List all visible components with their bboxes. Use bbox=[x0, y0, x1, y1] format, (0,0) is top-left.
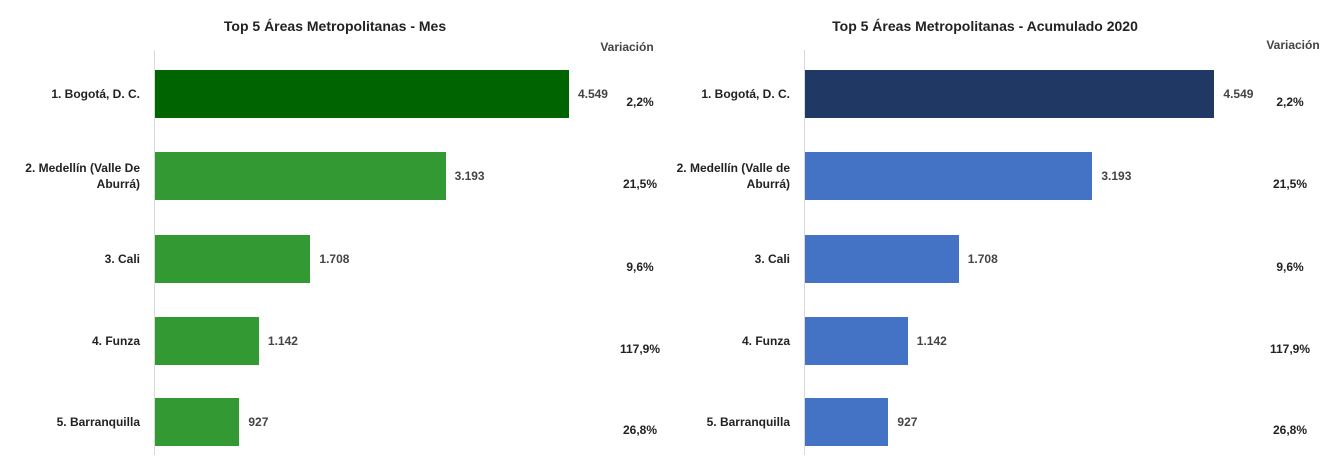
bar bbox=[805, 235, 959, 283]
value-label: 1.708 bbox=[967, 252, 998, 266]
variation-label: 9,6% bbox=[1276, 260, 1304, 274]
bar bbox=[805, 398, 889, 446]
bar bbox=[805, 152, 1093, 200]
category-label: 2. Medellín (Valle de Aburrá) bbox=[676, 161, 790, 191]
variation-header: Variación bbox=[1266, 38, 1320, 52]
category-label: 5. Barranquilla bbox=[56, 415, 140, 429]
variation-header: Variación bbox=[600, 40, 654, 54]
value-label: 927 bbox=[897, 415, 918, 429]
variation-label: 2,2% bbox=[626, 95, 654, 109]
value-label: 927 bbox=[248, 415, 269, 429]
category-label: 4. Funza bbox=[91, 334, 140, 348]
variation-label: 117,9% bbox=[619, 342, 661, 356]
value-label: 4.549 bbox=[577, 87, 608, 101]
value-label: 1.142 bbox=[916, 334, 947, 348]
bar bbox=[155, 317, 259, 365]
variation-label: 117,9% bbox=[1269, 342, 1311, 356]
bar bbox=[155, 235, 311, 283]
category-label: 2. Medellín (Valle De Aburrá) bbox=[25, 161, 140, 191]
bar bbox=[155, 70, 569, 118]
value-label: 4.549 bbox=[1223, 87, 1254, 101]
category-axis bbox=[154, 50, 155, 455]
variation-label: 26,8% bbox=[1272, 423, 1308, 437]
bar bbox=[805, 70, 1215, 118]
category-axis bbox=[804, 50, 805, 455]
category-label: 5. Barranquilla bbox=[706, 415, 790, 429]
variation-label: 21,5% bbox=[1272, 177, 1308, 191]
value-label: 3.193 bbox=[454, 169, 485, 183]
category-label: 1. Bogotá, D. C. bbox=[701, 87, 790, 101]
variation-label: 21,5% bbox=[622, 177, 658, 191]
value-label: 1.142 bbox=[267, 334, 298, 348]
variation-label: 9,6% bbox=[626, 260, 654, 274]
category-label: 1. Bogotá, D. C. bbox=[51, 87, 140, 101]
bar bbox=[805, 317, 908, 365]
variation-label: 2,2% bbox=[1276, 95, 1304, 109]
variation-label: 26,8% bbox=[622, 423, 658, 437]
category-label: 4. Funza bbox=[741, 334, 790, 348]
category-label: 3. Cali bbox=[754, 252, 790, 266]
value-label: 1.708 bbox=[319, 252, 350, 266]
chart-title: Top 5 Áreas Metropolitanas - Mes bbox=[223, 18, 447, 34]
bar bbox=[155, 398, 240, 446]
chart-title: Top 5 Áreas Metropolitanas - Acumulado 2… bbox=[832, 18, 1138, 34]
value-label: 3.193 bbox=[1101, 169, 1132, 183]
bar bbox=[155, 152, 446, 200]
category-label: 3. Cali bbox=[104, 252, 140, 266]
